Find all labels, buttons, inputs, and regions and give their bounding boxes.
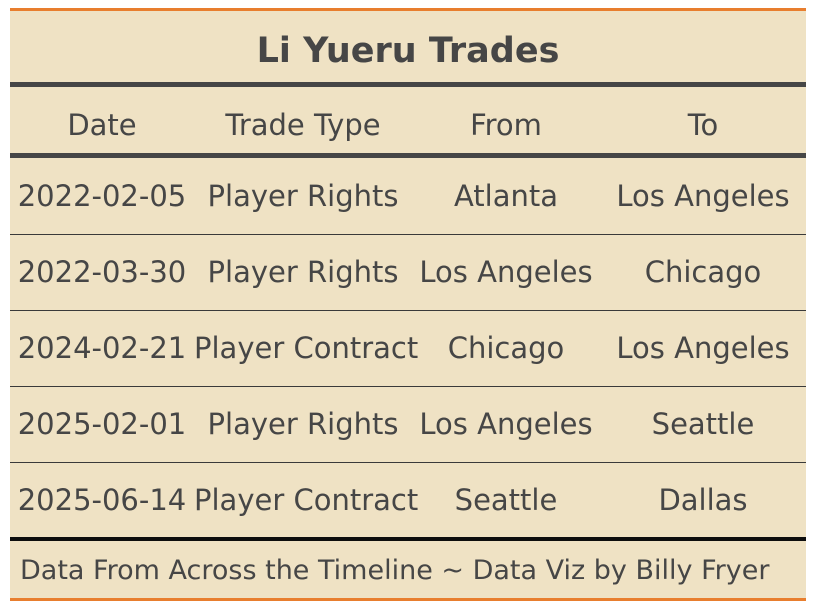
cell-trade-type: Player Contract — [194, 483, 419, 517]
cell-to: Los Angeles — [616, 331, 790, 365]
cell-from: Seattle — [454, 483, 558, 517]
cell-from: Atlanta — [453, 179, 559, 213]
column-header-to: To — [687, 108, 719, 142]
footer-divider — [10, 537, 806, 541]
cell-date: 2022-02-05 — [17, 179, 187, 213]
cell-date: 2022-03-30 — [17, 255, 187, 289]
cell-trade-type: Player Rights — [207, 407, 399, 441]
cell-trade-type: Player Rights — [207, 255, 399, 289]
cell-trade-type: Player Rights — [207, 179, 399, 213]
cell-date: 2024-02-21 — [17, 331, 187, 365]
cell-from: Chicago — [447, 331, 565, 365]
cell-to: Los Angeles — [616, 179, 790, 213]
table-row: 2025-06-14 Player Contract Seattle Dalla… — [10, 462, 806, 538]
cell-to: Chicago — [644, 255, 762, 289]
cell-date: 2025-06-14 — [17, 483, 187, 517]
table-title: Li Yueru Trades — [256, 31, 560, 71]
column-header-trade-type: Trade Type — [225, 108, 381, 142]
header-divider — [10, 153, 806, 158]
column-header-date: Date — [67, 108, 137, 142]
table-row: 2025-02-01 Player Rights Los Angeles Sea… — [10, 386, 806, 462]
title-divider — [10, 82, 806, 87]
cell-from: Los Angeles — [419, 255, 593, 289]
cell-from: Los Angeles — [419, 407, 593, 441]
row-divider — [10, 310, 806, 311]
row-divider — [10, 386, 806, 387]
row-divider — [10, 462, 806, 463]
header-row: Date Trade Type From To — [10, 87, 806, 163]
cell-to: Dallas — [658, 483, 748, 517]
row-divider — [10, 234, 806, 235]
cell-to: Seattle — [651, 407, 755, 441]
trades-table-card: Li Yueru Trades Date Trade Type From To … — [10, 8, 806, 601]
table-footer-caption: Data From Across the Timeline ~ Data Viz… — [20, 555, 770, 586]
cell-date: 2025-02-01 — [17, 407, 187, 441]
column-header-from: From — [470, 108, 542, 142]
table-row: 2024-02-21 Player Contract Chicago Los A… — [10, 310, 806, 386]
cell-trade-type: Player Contract — [194, 331, 419, 365]
table-row: 2022-03-30 Player Rights Los Angeles Chi… — [10, 234, 806, 310]
table-row: 2022-02-05 Player Rights Atlanta Los Ang… — [10, 158, 806, 234]
